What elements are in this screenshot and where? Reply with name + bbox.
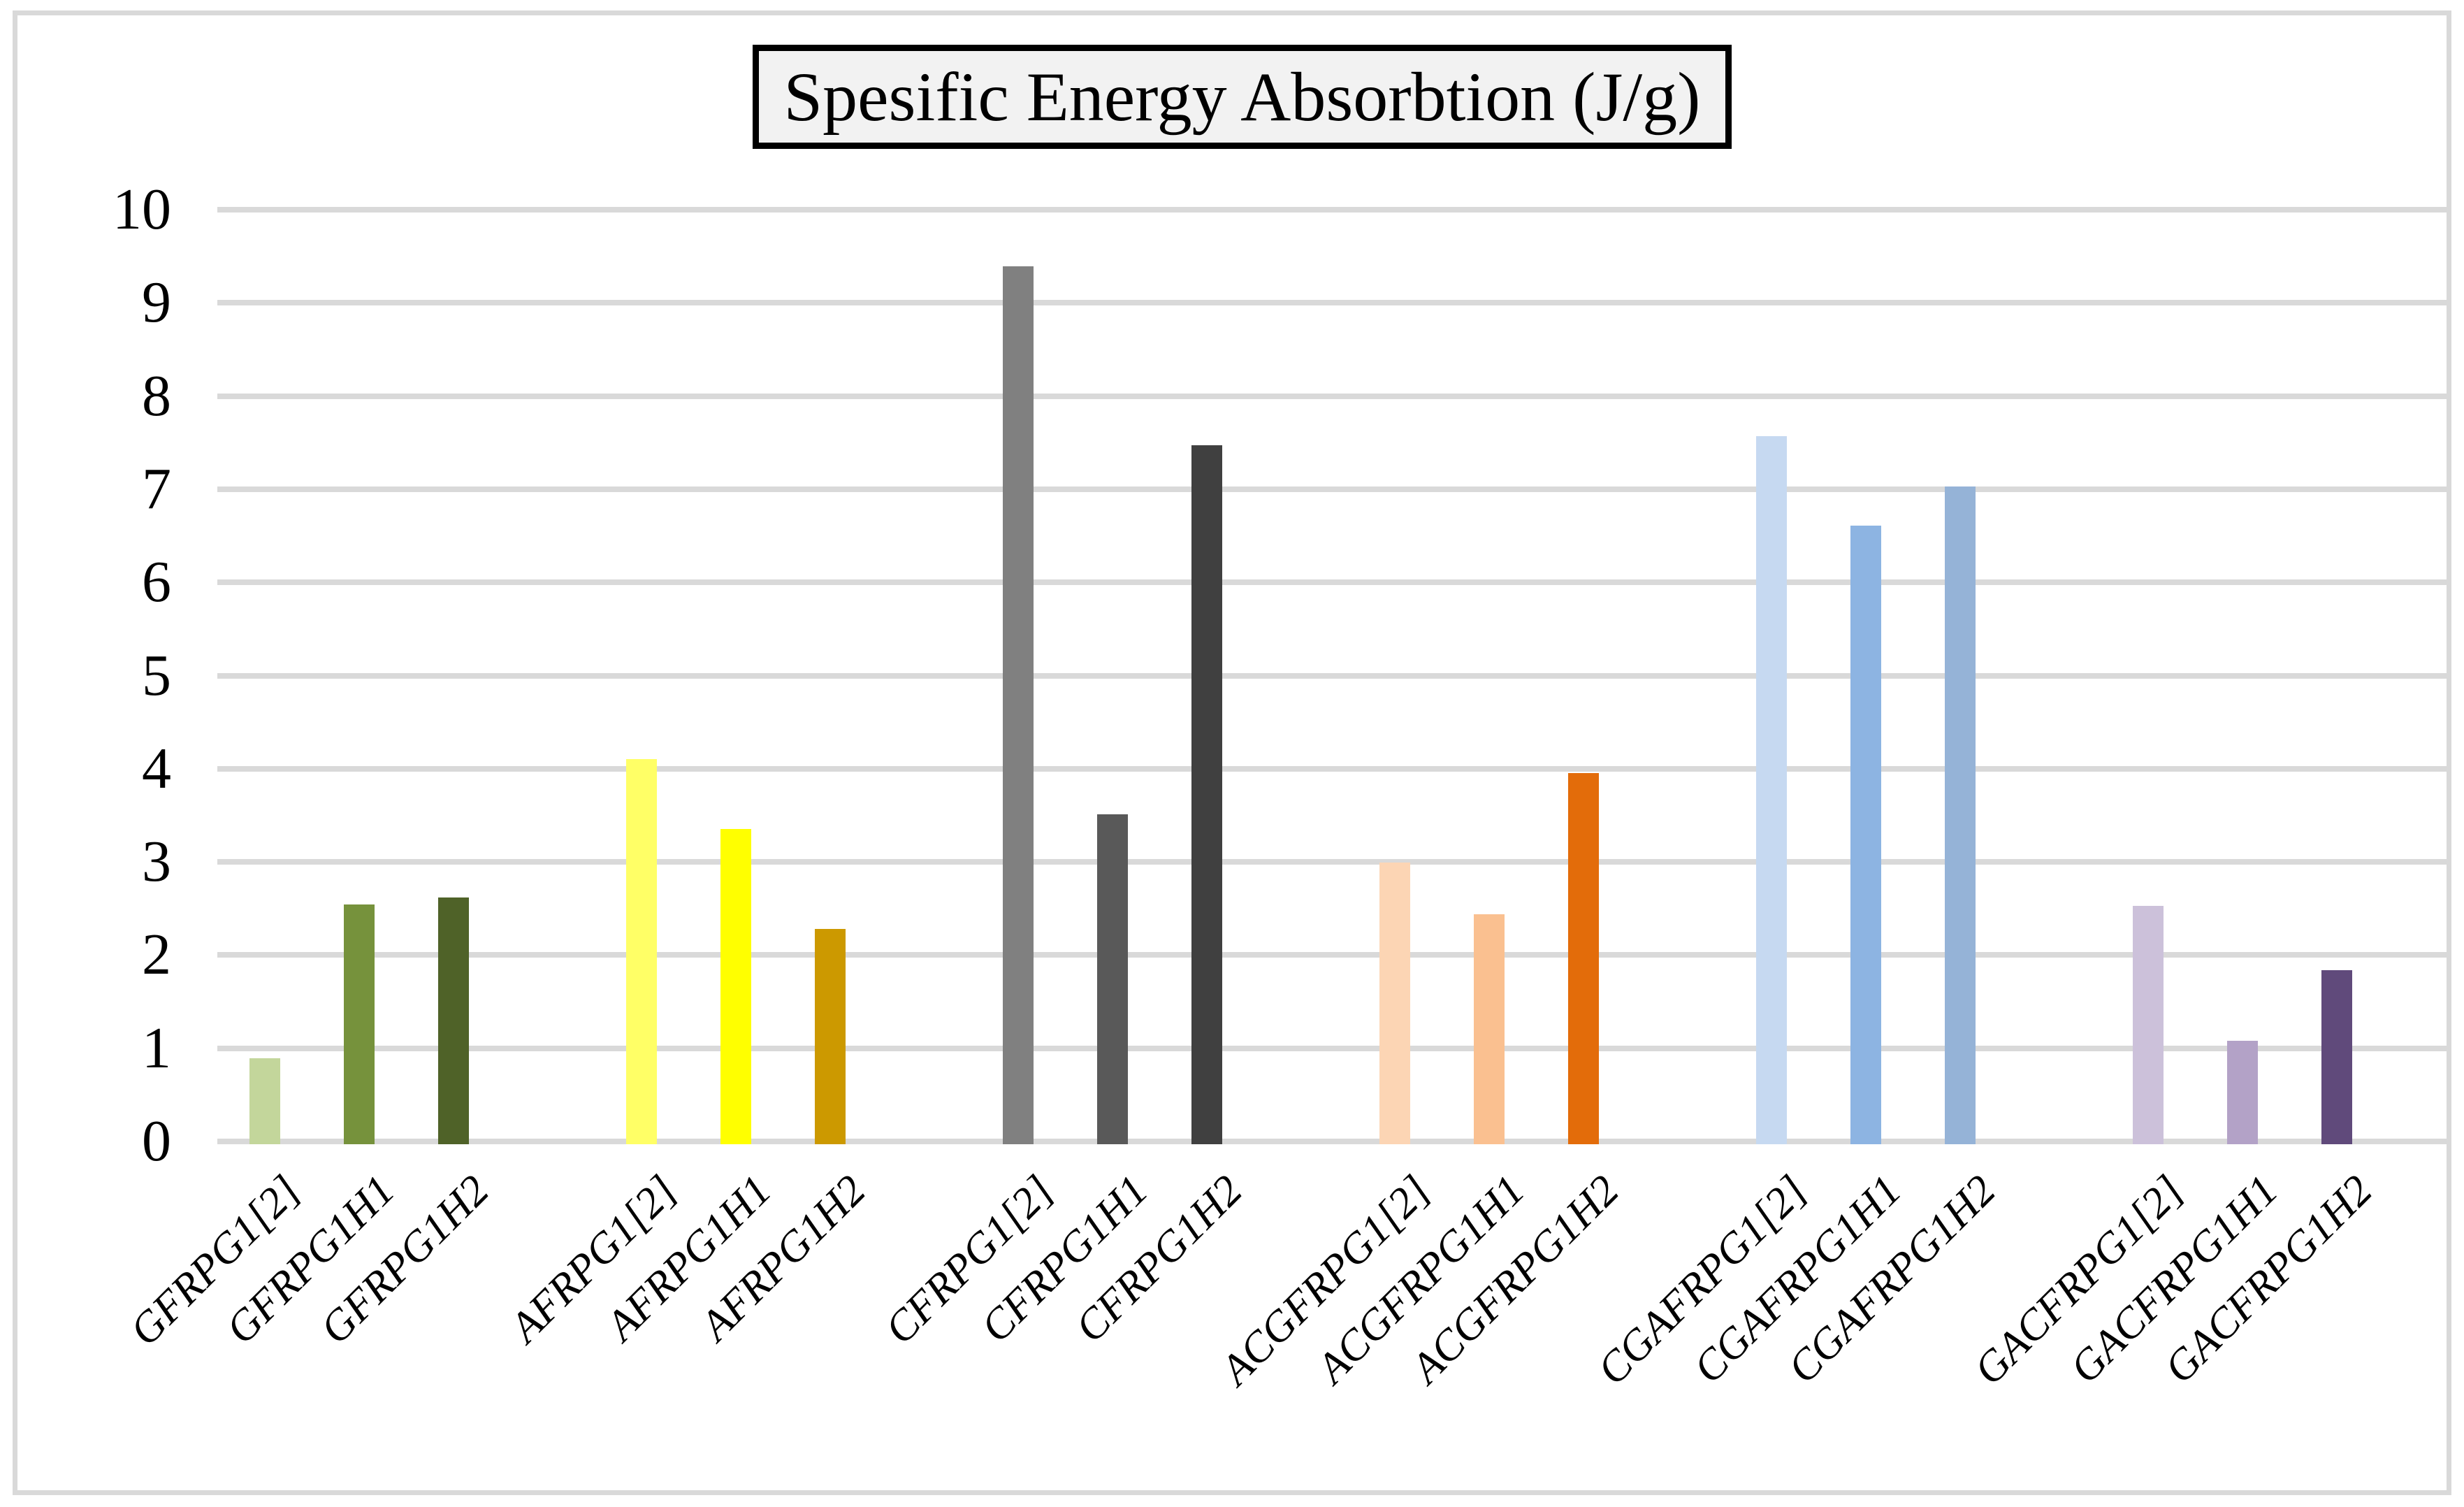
bar-CGAFRPG1H1 [1850,525,1881,1144]
bar-ACGFRPG1H2 [1568,773,1599,1144]
gridline [217,1139,2448,1144]
bar-ACGFRPG1H1 [1474,914,1505,1144]
chart-outer-border [13,10,2451,1495]
bar-CFRPG1H2 [1191,445,1222,1144]
chart-title: Spesific Energy Absorbtion (J/g) [753,45,1732,149]
gridline [217,579,2448,586]
gridline [217,1045,2448,1051]
gridline [217,393,2448,399]
y-axis-tick-label: 8 [142,363,171,428]
bar-CGAFRPG1H2 [1945,486,1976,1144]
gridline [217,300,2448,306]
y-axis-tick-label: 7 [142,456,171,521]
y-axis-tick-label: 2 [142,922,171,988]
y-axis-tick-label: 10 [113,177,171,242]
bar-GACFRPG1[2] [2133,905,2164,1144]
y-axis-tick-label: 9 [142,270,171,336]
y-axis-tick-label: 3 [142,829,171,895]
gridline [217,207,2448,212]
y-axis-tick-label: 6 [142,549,171,615]
gridline [217,486,2448,492]
bar-AFRPG1H2 [815,929,846,1144]
gridline [217,952,2448,958]
bar-AFRPG1H1 [720,829,751,1144]
bar-GFRPG1H2 [438,897,469,1144]
gridline [217,859,2448,865]
y-axis-tick-label: 0 [142,1109,171,1174]
bar-GFRPG1H1 [344,904,375,1144]
bar-AFRPG1[2] [626,759,657,1144]
bar-GFRPG1[2] [249,1058,280,1144]
bar-CFRPG1H1 [1097,814,1128,1144]
y-axis-tick-label: 5 [142,642,171,708]
y-axis-tick-label: 1 [142,1015,171,1081]
bar-ACGFRPG1[2] [1379,863,1410,1144]
bar-CFRPG1[2] [1003,266,1034,1144]
bar-CGAFRPG1[2] [1756,435,1787,1144]
gridline [217,672,2448,679]
bar-GACFRPG1H1 [2227,1041,2258,1144]
y-axis-tick-label: 4 [142,735,171,801]
bar-GACFRPG1H2 [2321,969,2352,1144]
gridline [217,765,2448,772]
